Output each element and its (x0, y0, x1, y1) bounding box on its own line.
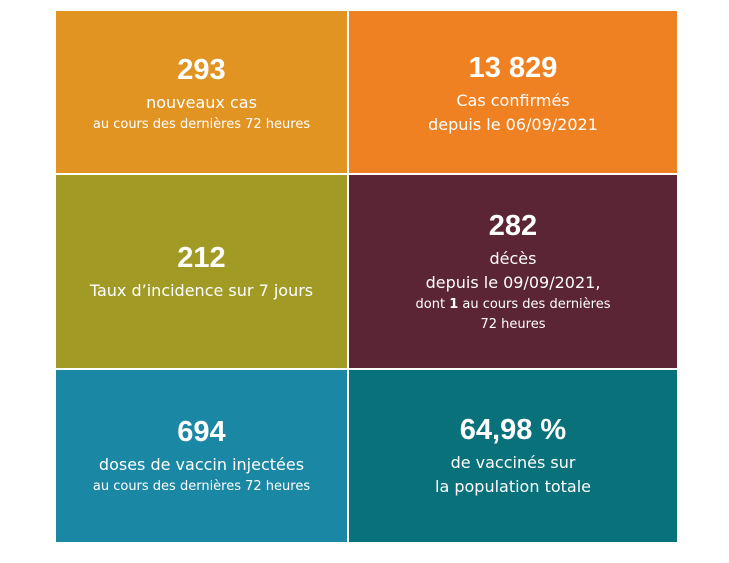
vaccine-doses-period: au cours des dernières 72 heures (92, 479, 311, 494)
new-cases-value: 293 (177, 54, 226, 86)
deaths-label: décès (489, 248, 537, 268)
deaths-recent-count: 1 (449, 296, 459, 312)
tile-vaccinated-share: 64,98 % de vaccinés sur la population to… (349, 370, 677, 542)
confirmed-cases-since: depuis le 06/09/2021 (428, 115, 598, 134)
tile-deaths: 282 décès depuis le 09/09/2021, dont 1 a… (349, 175, 677, 368)
vaccinated-share-value: 64,98 % (459, 414, 567, 446)
vaccine-doses-label: doses de vaccin injectées (98, 455, 305, 474)
confirmed-cases-value: 13 829 (468, 52, 558, 84)
confirmed-cases-label: Cas confirmés (456, 91, 570, 110)
stats-grid: 293 nouveaux cas au cours des dernières … (56, 11, 677, 542)
incidence-rate-label: Taux d’incidence sur 7 jours (89, 280, 314, 300)
vaccine-doses-value: 694 (177, 416, 226, 448)
tile-vaccine-doses: 694 doses de vaccin injectées au cours d… (56, 370, 347, 542)
deaths-recent-prefix: dont (415, 296, 450, 312)
vaccinated-share-population: la population totale (435, 477, 591, 496)
deaths-value: 282 (488, 209, 538, 242)
tile-new-cases: 293 nouveaux cas au cours des dernières … (56, 11, 347, 173)
tile-confirmed-cases: 13 829 Cas confirmés depuis le 06/09/202… (349, 11, 677, 173)
deaths-recent: dont 1 au cours des dernières (416, 295, 611, 315)
new-cases-label: nouveaux cas (146, 93, 257, 112)
deaths-recent-suffix: au cours des dernières (458, 296, 611, 312)
deaths-since: depuis le 09/09/2021, (425, 272, 601, 292)
deaths-recent-period: 72 heures (480, 316, 546, 332)
vaccinated-share-label: de vaccinés sur (450, 453, 576, 472)
tile-incidence-rate: 212 Taux d’incidence sur 7 jours (56, 175, 347, 368)
incidence-rate-value: 212 (177, 241, 226, 274)
new-cases-period: au cours des dernières 72 heures (92, 117, 311, 132)
